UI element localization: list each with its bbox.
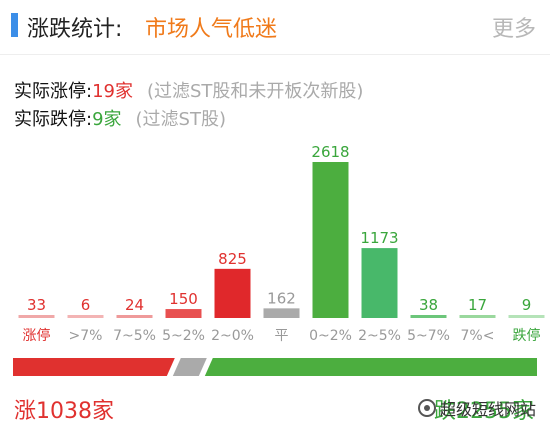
- chart-category-label: 跌停: [513, 327, 541, 344]
- distribution-chart: 33 涨停 6 >7% 24 7~5% 150 5~2% 825 2~0% 162 平 2618 0~2%…: [18, 143, 545, 344]
- chart-value-label: 38: [419, 296, 438, 314]
- wechat-logo-icon: [417, 399, 436, 417]
- chart-category-label: 2~0%: [211, 328, 254, 344]
- header: 涨跌统计: 市场人气低迷 更多: [0, 0, 550, 54]
- ratio-segment-flat: [172, 358, 207, 376]
- chart-bar: [263, 308, 300, 318]
- chart-value-label: 150: [169, 290, 198, 308]
- chart-bar: [361, 248, 398, 318]
- up-down-ratio-bar: [13, 358, 538, 376]
- chart-bar: [18, 315, 55, 318]
- limit-down-label: 实际跌停:: [14, 109, 93, 130]
- chart-category-label: 5~2%: [162, 328, 205, 344]
- limit-up-line: 实际涨停:19家 (过滤ST股和未开板次新股): [14, 77, 363, 103]
- ratio-segment-up: [13, 358, 175, 376]
- chart-value-label: 2618: [311, 143, 349, 161]
- chart-value-label: 6: [81, 296, 91, 314]
- ratio-segment-down: [204, 358, 538, 376]
- chart-category-label: 0~2%: [309, 328, 352, 344]
- header-divider: [0, 54, 550, 55]
- chart-bar: [165, 309, 202, 318]
- chart-bar: [410, 315, 447, 318]
- chart-value-label: 9: [522, 296, 532, 314]
- chart-bar: [459, 315, 496, 318]
- limit-down-value: 9家: [92, 109, 122, 130]
- chart-bar: [214, 268, 251, 318]
- chart-value-label: 17: [468, 296, 487, 314]
- market-sentiment: 市场人气低迷: [145, 17, 278, 42]
- chart-bar: [116, 315, 153, 318]
- up-total: 涨1038家: [14, 399, 114, 424]
- limit-up-value: 19家: [92, 81, 133, 102]
- chart-bar: [312, 162, 349, 318]
- chart-value-label: 825: [218, 250, 247, 268]
- chart-category-label: 涨停: [23, 327, 51, 344]
- chart-value-label: 33: [27, 296, 46, 314]
- page-title: 涨跌统计:: [27, 17, 123, 42]
- chart-value-label: 162: [267, 289, 296, 307]
- chart-category-label: 5~7%: [407, 328, 450, 344]
- limit-down-line: 实际跌停:9家 (过滤ST股): [14, 105, 226, 131]
- chart-category-label: 7%<: [461, 328, 495, 344]
- chart-bar: [67, 315, 104, 318]
- chart-category-label: 平: [275, 328, 289, 344]
- chart-category-label: 2~5%: [358, 328, 401, 344]
- chart-value-label: 1173: [360, 229, 398, 247]
- down-total: 跌2255家: [434, 399, 534, 424]
- limit-up-label: 实际涨停:: [14, 81, 93, 102]
- limit-down-note: (过滤ST股): [135, 109, 226, 130]
- more-button[interactable]: 更多: [491, 17, 536, 42]
- limit-up-note: (过滤ST股和未开板次新股): [146, 81, 364, 102]
- chart-bar: [508, 315, 545, 318]
- chart-value-label: 24: [125, 296, 144, 314]
- vertical-bar-icon: [11, 13, 18, 37]
- watermark-text: 超级短线网站: [439, 400, 536, 419]
- watermark: 超级短线网站: [417, 396, 536, 420]
- chart-category-label: >7%: [69, 328, 103, 344]
- chart-category-label: 7~5%: [113, 328, 156, 344]
